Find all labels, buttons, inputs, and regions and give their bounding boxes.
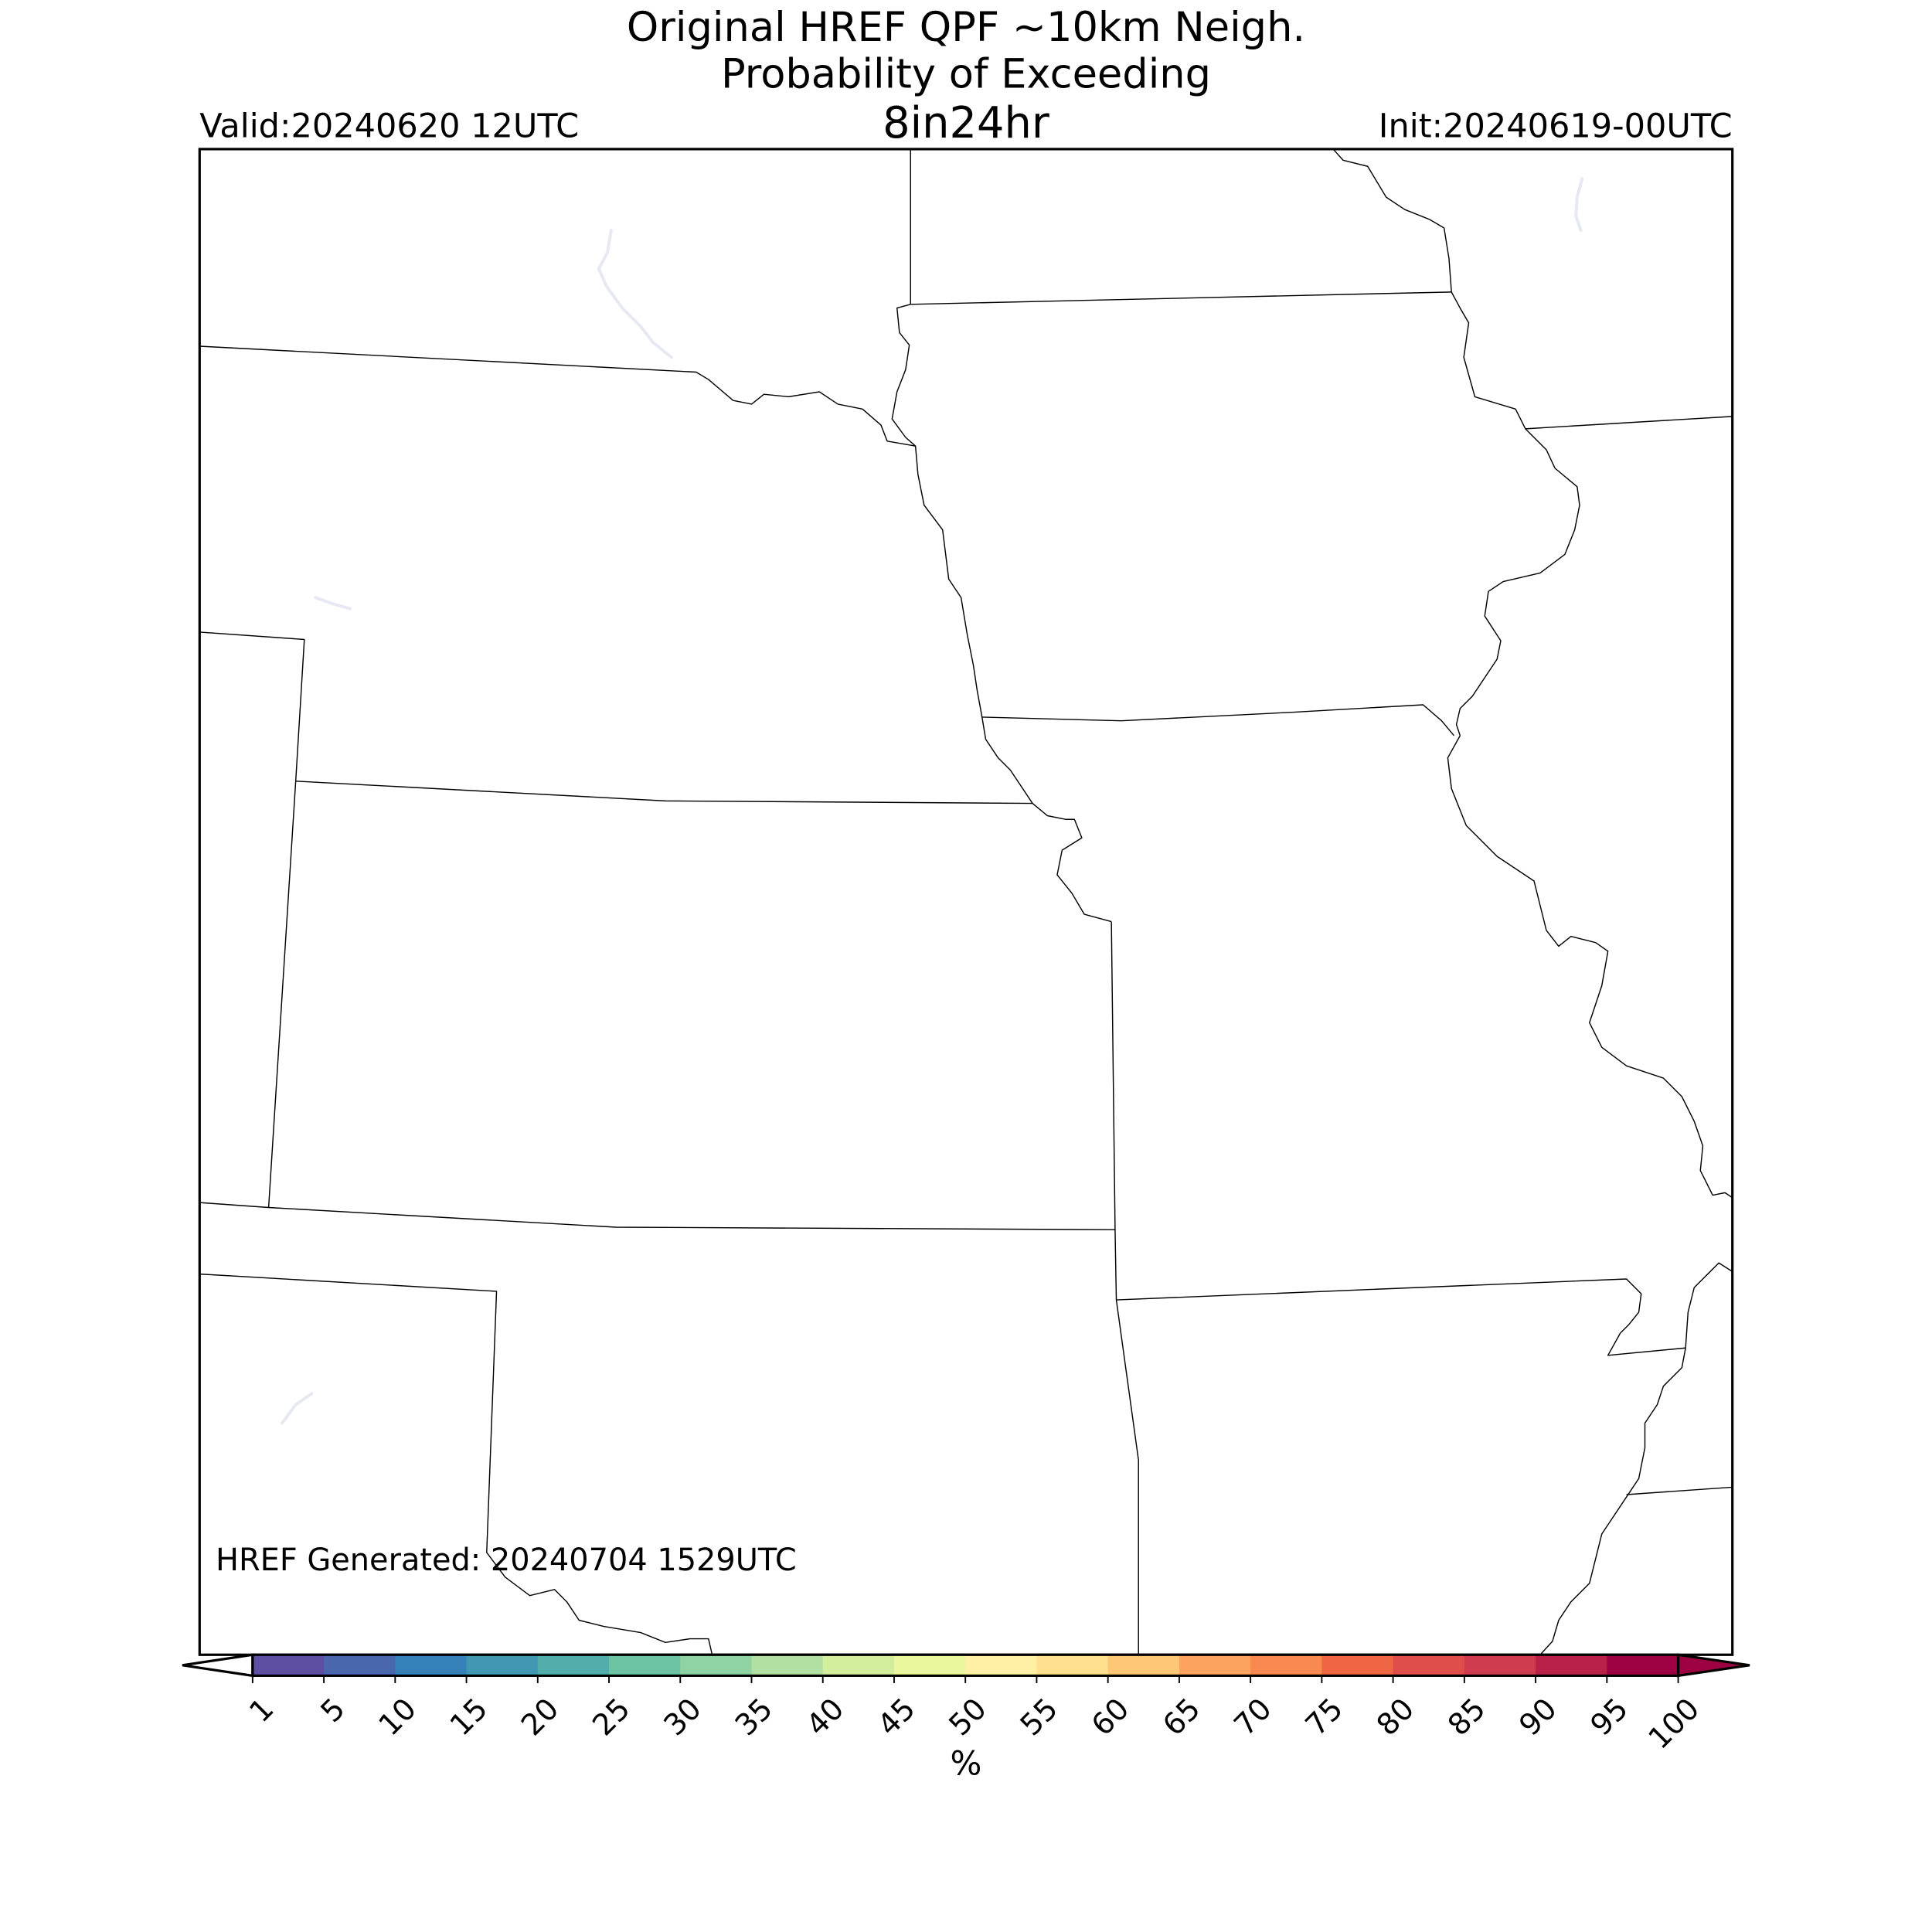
lake bbox=[1574, 177, 1584, 233]
colorbar-segment bbox=[680, 1655, 753, 1676]
generated-time: HREF Generated: 20240704 1529UTC bbox=[216, 1543, 797, 1578]
colorbar-segment bbox=[1464, 1655, 1536, 1676]
lake bbox=[314, 596, 352, 611]
state-border bbox=[891, 304, 1112, 923]
colorbar-segment bbox=[1036, 1655, 1109, 1676]
title-line: Probability of Exceeding bbox=[721, 50, 1211, 97]
state-border bbox=[981, 704, 1454, 736]
state-border bbox=[1447, 735, 1733, 1199]
colorbar-segment bbox=[1393, 1655, 1465, 1676]
state-border bbox=[1332, 148, 1452, 292]
colorbar-segment bbox=[1179, 1655, 1251, 1676]
state-border bbox=[1626, 1486, 1733, 1495]
map bbox=[198, 148, 1734, 1656]
init-time: Init:20240619-00UTC bbox=[1379, 107, 1733, 145]
colorbar-label: % bbox=[951, 1744, 982, 1783]
title-line: Original HREF QPF ~10km Neigh. bbox=[627, 4, 1305, 51]
colorbar-segment bbox=[1607, 1655, 1679, 1676]
colorbar-segment bbox=[893, 1655, 966, 1676]
state-border bbox=[199, 1273, 713, 1655]
state-border bbox=[199, 345, 916, 447]
colorbar-segment bbox=[1536, 1655, 1608, 1676]
lake bbox=[281, 1392, 314, 1425]
state-border bbox=[199, 631, 305, 1208]
state-border bbox=[199, 1202, 1115, 1230]
state-border bbox=[1525, 416, 1733, 430]
lake bbox=[597, 229, 673, 359]
colorbar-segment bbox=[395, 1655, 468, 1676]
state-border bbox=[1451, 291, 1580, 736]
colorbar-segment bbox=[965, 1655, 1038, 1676]
colorbar-segment bbox=[751, 1655, 824, 1676]
colorbar-segment bbox=[1250, 1655, 1323, 1676]
state-border bbox=[1116, 1278, 1686, 1356]
state-border bbox=[295, 781, 1033, 804]
state-border bbox=[1539, 1262, 1733, 1655]
colorbar-segment bbox=[1107, 1655, 1180, 1676]
colorbar-segment bbox=[822, 1655, 895, 1676]
colorbar-segment bbox=[1321, 1655, 1394, 1676]
colorbar-segment bbox=[537, 1655, 610, 1676]
state-border bbox=[910, 291, 1452, 305]
colorbar-segment bbox=[252, 1655, 325, 1676]
title-line: 8in24hr bbox=[883, 98, 1049, 148]
valid-time: Valid:20240620 12UTC bbox=[199, 107, 579, 145]
colorbar-segment bbox=[609, 1655, 682, 1676]
colorbar-segment bbox=[324, 1655, 396, 1676]
colorbar-segment bbox=[466, 1655, 539, 1676]
